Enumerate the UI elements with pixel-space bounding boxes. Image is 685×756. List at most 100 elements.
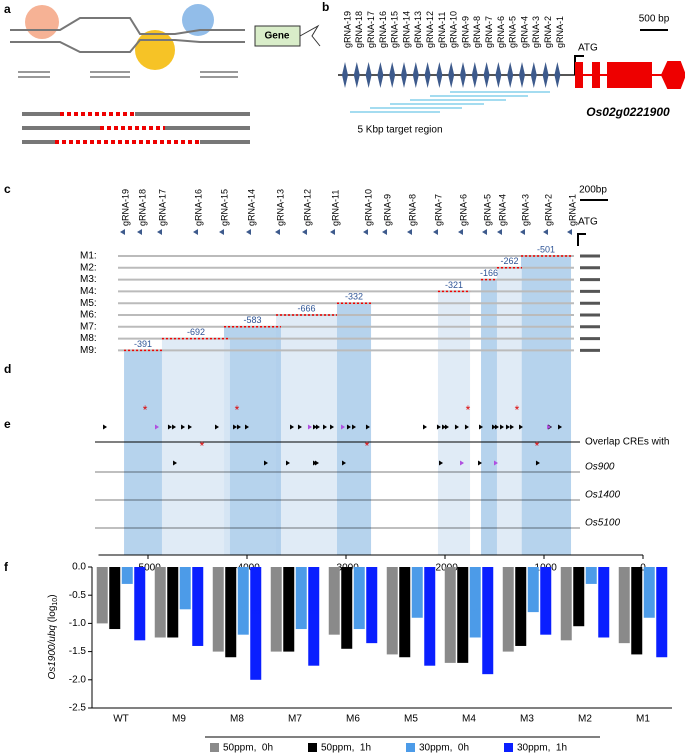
cre — [365, 424, 370, 430]
grna-site — [302, 229, 307, 235]
deletion-label: -391 — [134, 339, 152, 349]
significance: * — [622, 608, 627, 620]
bar — [482, 567, 494, 675]
bar — [411, 567, 423, 618]
panel-c-gene — [577, 199, 608, 246]
grna-site — [353, 62, 360, 88]
grna-site — [460, 62, 466, 88]
grna-label: gRNA-14 — [401, 11, 411, 48]
cre — [341, 424, 346, 430]
bar — [167, 567, 179, 638]
bar — [540, 567, 552, 635]
star-mark: * — [143, 403, 148, 417]
grna-site — [436, 62, 443, 88]
cre — [547, 424, 552, 430]
grna-site — [471, 62, 478, 88]
cre — [172, 424, 177, 430]
grna-site — [193, 229, 198, 235]
cre — [323, 424, 328, 430]
legend-label: 30ppm, 1h — [517, 743, 567, 754]
cre — [307, 424, 312, 430]
y-axis-label-part: 10 — [52, 598, 59, 606]
legend-label: 50ppm, 1h — [321, 743, 371, 754]
gene-id: Os02g0221900 — [586, 105, 670, 119]
cre — [155, 424, 160, 430]
grna-site — [543, 229, 548, 235]
star-mark: * — [515, 403, 520, 417]
y-tick-label: 0.0 — [72, 562, 86, 573]
cre — [187, 424, 192, 430]
bar — [237, 567, 249, 635]
cre — [436, 424, 441, 430]
deletion-label: -332 — [345, 292, 363, 302]
deletion-region — [521, 256, 572, 555]
grna-label: gRNA-6 — [496, 16, 506, 48]
x-tick-label: M5 — [404, 714, 418, 725]
cre — [314, 460, 319, 466]
bar — [643, 567, 655, 618]
deletion-region — [161, 338, 230, 555]
significance: * — [647, 586, 652, 598]
bar — [295, 567, 307, 630]
exon — [575, 62, 583, 88]
y-tick-label: -0.5 — [69, 590, 87, 601]
grna-label: gRNA-17 — [366, 11, 376, 48]
panel-label: b — [322, 0, 329, 14]
cre — [558, 424, 563, 430]
significance: ** — [458, 608, 467, 620]
grna-label: gRNA-19 — [342, 11, 352, 48]
grna-label: gRNA-9 — [382, 194, 392, 226]
grna-label: gRNA-10 — [449, 11, 459, 48]
deletion-label: -666 — [297, 303, 315, 313]
bar — [341, 567, 353, 649]
x-tick-label: 0 — [640, 563, 646, 574]
grna-label: gRNA-7 — [484, 16, 494, 48]
significance: * — [216, 608, 221, 620]
cre-row-label: Os5100 — [585, 518, 620, 529]
cre — [315, 424, 320, 430]
grna-label: gRNA-11 — [437, 12, 447, 48]
x-tick-label: M3 — [520, 714, 534, 725]
grna-site — [483, 62, 490, 88]
grna-label: gRNA-15 — [390, 11, 400, 48]
mutant-label: M2: — [80, 262, 97, 273]
x-tick-label: M7 — [288, 714, 302, 725]
significance: * — [473, 605, 478, 617]
grna-site — [554, 62, 561, 88]
bar — [424, 567, 436, 666]
cre — [297, 424, 302, 430]
deletion-label: -501 — [537, 244, 555, 254]
star-mark: * — [466, 403, 471, 417]
significance: ** — [251, 608, 260, 620]
deletion-label: -321 — [445, 280, 463, 290]
bar — [225, 567, 237, 658]
grna-label: gRNA-9 — [460, 16, 470, 48]
x-tick-label: M4 — [462, 714, 476, 725]
grna-site — [330, 229, 335, 235]
y-tick-label: -1.5 — [69, 646, 87, 657]
deletion-label: -583 — [243, 315, 261, 325]
cre — [479, 424, 484, 430]
significance: * — [241, 603, 246, 615]
deletion-region — [336, 303, 372, 555]
mutant-label: M7: — [80, 321, 97, 332]
deletion-label: -262 — [500, 256, 518, 266]
protein — [135, 30, 175, 70]
panel-label: f — [4, 560, 9, 574]
cre — [167, 424, 172, 430]
panel-label: e — [4, 417, 11, 431]
grna-site — [401, 62, 407, 88]
grna-label: gRNA-15 — [219, 189, 229, 226]
significance: * — [299, 597, 304, 609]
grna-site — [275, 229, 280, 235]
grna-site — [363, 229, 368, 235]
bar — [353, 567, 365, 630]
mutant-label: M6: — [80, 310, 97, 321]
bar — [598, 567, 610, 638]
bar — [270, 567, 282, 652]
grna-site — [246, 229, 251, 235]
grna-label: gRNA-19 — [120, 189, 130, 226]
mutant-label: M4: — [80, 286, 97, 297]
cre — [510, 424, 515, 430]
grna-label: gRNA-8 — [407, 194, 417, 226]
